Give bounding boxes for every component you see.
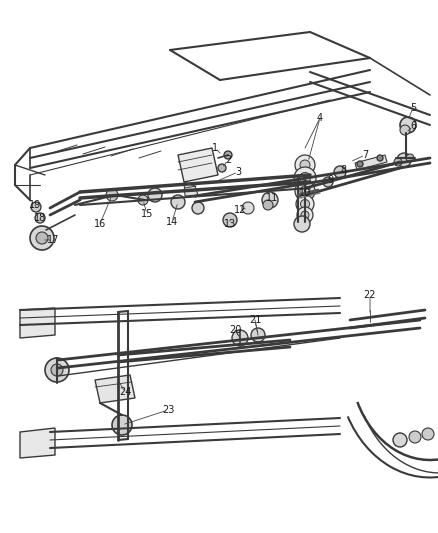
Text: 2: 2 bbox=[224, 155, 230, 165]
Circle shape bbox=[191, 202, 204, 214]
Circle shape bbox=[106, 189, 118, 201]
Text: 11: 11 bbox=[265, 193, 278, 203]
Circle shape bbox=[399, 117, 415, 133]
Circle shape bbox=[299, 186, 309, 196]
Text: 20: 20 bbox=[228, 325, 240, 335]
Circle shape bbox=[36, 232, 48, 244]
Circle shape bbox=[293, 216, 309, 232]
Circle shape bbox=[35, 213, 45, 223]
Circle shape bbox=[112, 415, 132, 435]
Circle shape bbox=[396, 153, 410, 167]
Circle shape bbox=[297, 207, 312, 223]
Circle shape bbox=[51, 364, 63, 376]
Text: 1: 1 bbox=[212, 143, 218, 153]
Circle shape bbox=[218, 164, 226, 172]
Circle shape bbox=[399, 125, 409, 135]
Text: 22: 22 bbox=[363, 290, 375, 300]
Text: 13: 13 bbox=[223, 219, 236, 229]
Polygon shape bbox=[184, 182, 198, 196]
Circle shape bbox=[251, 328, 265, 342]
Circle shape bbox=[300, 211, 308, 219]
Text: 9: 9 bbox=[326, 175, 332, 185]
Circle shape bbox=[30, 226, 54, 250]
Polygon shape bbox=[177, 148, 218, 182]
Circle shape bbox=[322, 177, 332, 187]
Circle shape bbox=[171, 195, 184, 209]
Circle shape bbox=[261, 192, 277, 208]
Text: 4: 4 bbox=[316, 113, 322, 123]
Text: 18: 18 bbox=[34, 213, 46, 223]
Circle shape bbox=[356, 161, 362, 167]
Circle shape bbox=[405, 154, 413, 162]
Circle shape bbox=[300, 199, 309, 208]
Text: 8: 8 bbox=[339, 165, 345, 175]
Circle shape bbox=[295, 195, 313, 213]
Circle shape bbox=[231, 330, 247, 346]
Circle shape bbox=[138, 195, 148, 205]
Text: 16: 16 bbox=[94, 219, 106, 229]
Polygon shape bbox=[20, 308, 55, 338]
Text: 21: 21 bbox=[248, 315, 261, 325]
Text: 3: 3 bbox=[234, 167, 240, 177]
Text: 24: 24 bbox=[119, 387, 131, 397]
Circle shape bbox=[299, 160, 309, 170]
Text: 23: 23 bbox=[162, 405, 174, 415]
Circle shape bbox=[421, 428, 433, 440]
Circle shape bbox=[294, 155, 314, 175]
Text: 19: 19 bbox=[29, 200, 41, 210]
Text: 5: 5 bbox=[409, 103, 415, 113]
Circle shape bbox=[241, 202, 254, 214]
Circle shape bbox=[392, 433, 406, 447]
Circle shape bbox=[148, 188, 162, 202]
Circle shape bbox=[223, 213, 237, 227]
Circle shape bbox=[223, 151, 231, 159]
Text: 14: 14 bbox=[166, 217, 178, 227]
Circle shape bbox=[376, 155, 382, 161]
Circle shape bbox=[31, 202, 41, 212]
Circle shape bbox=[408, 431, 420, 443]
Text: 7: 7 bbox=[361, 150, 367, 160]
Text: 12: 12 bbox=[233, 205, 246, 215]
Circle shape bbox=[293, 167, 315, 189]
Text: 10: 10 bbox=[298, 188, 311, 198]
Circle shape bbox=[45, 358, 69, 382]
Polygon shape bbox=[20, 428, 55, 458]
Circle shape bbox=[294, 181, 314, 201]
Text: 17: 17 bbox=[47, 235, 59, 245]
Text: 6: 6 bbox=[409, 121, 415, 131]
Circle shape bbox=[333, 166, 345, 178]
Polygon shape bbox=[354, 155, 386, 170]
Polygon shape bbox=[95, 375, 135, 403]
Circle shape bbox=[393, 158, 401, 166]
Circle shape bbox=[262, 200, 272, 210]
Circle shape bbox=[299, 173, 310, 183]
Text: 15: 15 bbox=[141, 209, 153, 219]
